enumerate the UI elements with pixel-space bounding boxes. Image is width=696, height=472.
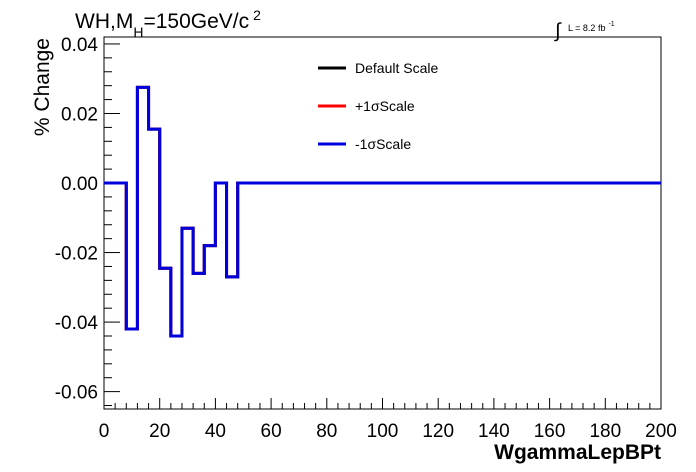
x-axis-label: WgammaLepBPt <box>494 441 661 464</box>
x-tick-label: 120 <box>422 421 454 442</box>
x-tick-label: 20 <box>149 421 170 442</box>
y-tick-label: 0.00 <box>61 174 98 195</box>
x-tick-label: 140 <box>478 421 510 442</box>
series-line <box>104 85 661 338</box>
x-tick-label: 0 <box>99 421 110 442</box>
x-tick-label: 160 <box>534 421 566 442</box>
y-tick-label: -0.02 <box>55 244 98 265</box>
chart-title: WH,MH=150GeV/c 2 <box>75 7 261 40</box>
y-tick-label: 0.04 <box>61 35 98 56</box>
lumi-integral-symbol: ∫ <box>554 20 562 42</box>
series-line <box>104 85 661 338</box>
series-line <box>104 85 661 338</box>
plot-frame <box>103 36 662 410</box>
y-tick-label: -0.06 <box>55 383 98 404</box>
x-tick-label: 80 <box>316 421 337 442</box>
x-tick-label: 100 <box>367 421 399 442</box>
x-tick-label: 180 <box>589 421 621 442</box>
x-tick-label: 60 <box>261 421 282 442</box>
x-tick-label: 40 <box>205 421 226 442</box>
legend-label: +1σScale <box>355 98 415 114</box>
legend-label: Default Scale <box>355 60 438 76</box>
y-axis-label: % Change <box>31 38 54 136</box>
lumi-label: L = 8.2 fb -1 <box>568 21 615 33</box>
x-tick-label: 200 <box>645 421 677 442</box>
y-tick-label: -0.04 <box>55 313 99 334</box>
legend-label: -1σScale <box>355 136 411 152</box>
y-tick-label: 0.02 <box>61 104 98 125</box>
